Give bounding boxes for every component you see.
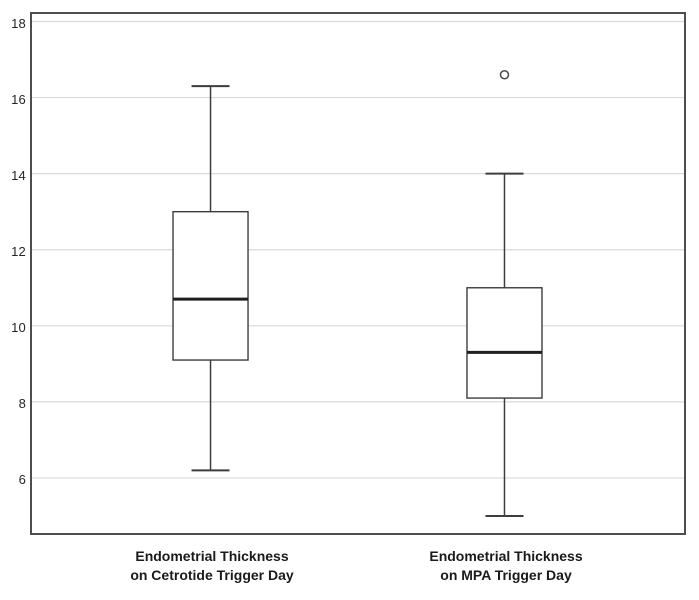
- x-axis-label-cetrotide: Endometrial Thickness on Cetrotide Trigg…: [82, 547, 342, 585]
- boxplot-svg: [30, 12, 686, 535]
- x-axis-label-line: Endometrial Thickness: [135, 548, 289, 564]
- outlier-point: [499, 70, 510, 80]
- iqr-box: [466, 287, 543, 399]
- iqr-box: [172, 210, 249, 361]
- plot-area: [30, 12, 686, 535]
- x-axis-label-line: on MPA Trigger Day: [440, 567, 572, 583]
- y-tick-label: 8: [18, 395, 26, 411]
- y-tick-label: 18: [11, 15, 26, 31]
- plot-frame: [30, 12, 686, 535]
- y-tick-label: 12: [11, 243, 26, 259]
- x-axis-label-line: on Cetrotide Trigger Day: [130, 567, 294, 583]
- y-tick-label: 14: [11, 167, 26, 183]
- y-tick-label: 16: [11, 91, 26, 107]
- y-tick-label: 6: [18, 471, 26, 487]
- x-axis-label-line: Endometrial Thickness: [429, 548, 583, 564]
- x-axis-label-mpa: Endometrial Thickness on MPA Trigger Day: [376, 547, 636, 585]
- y-tick-label: 10: [11, 319, 26, 335]
